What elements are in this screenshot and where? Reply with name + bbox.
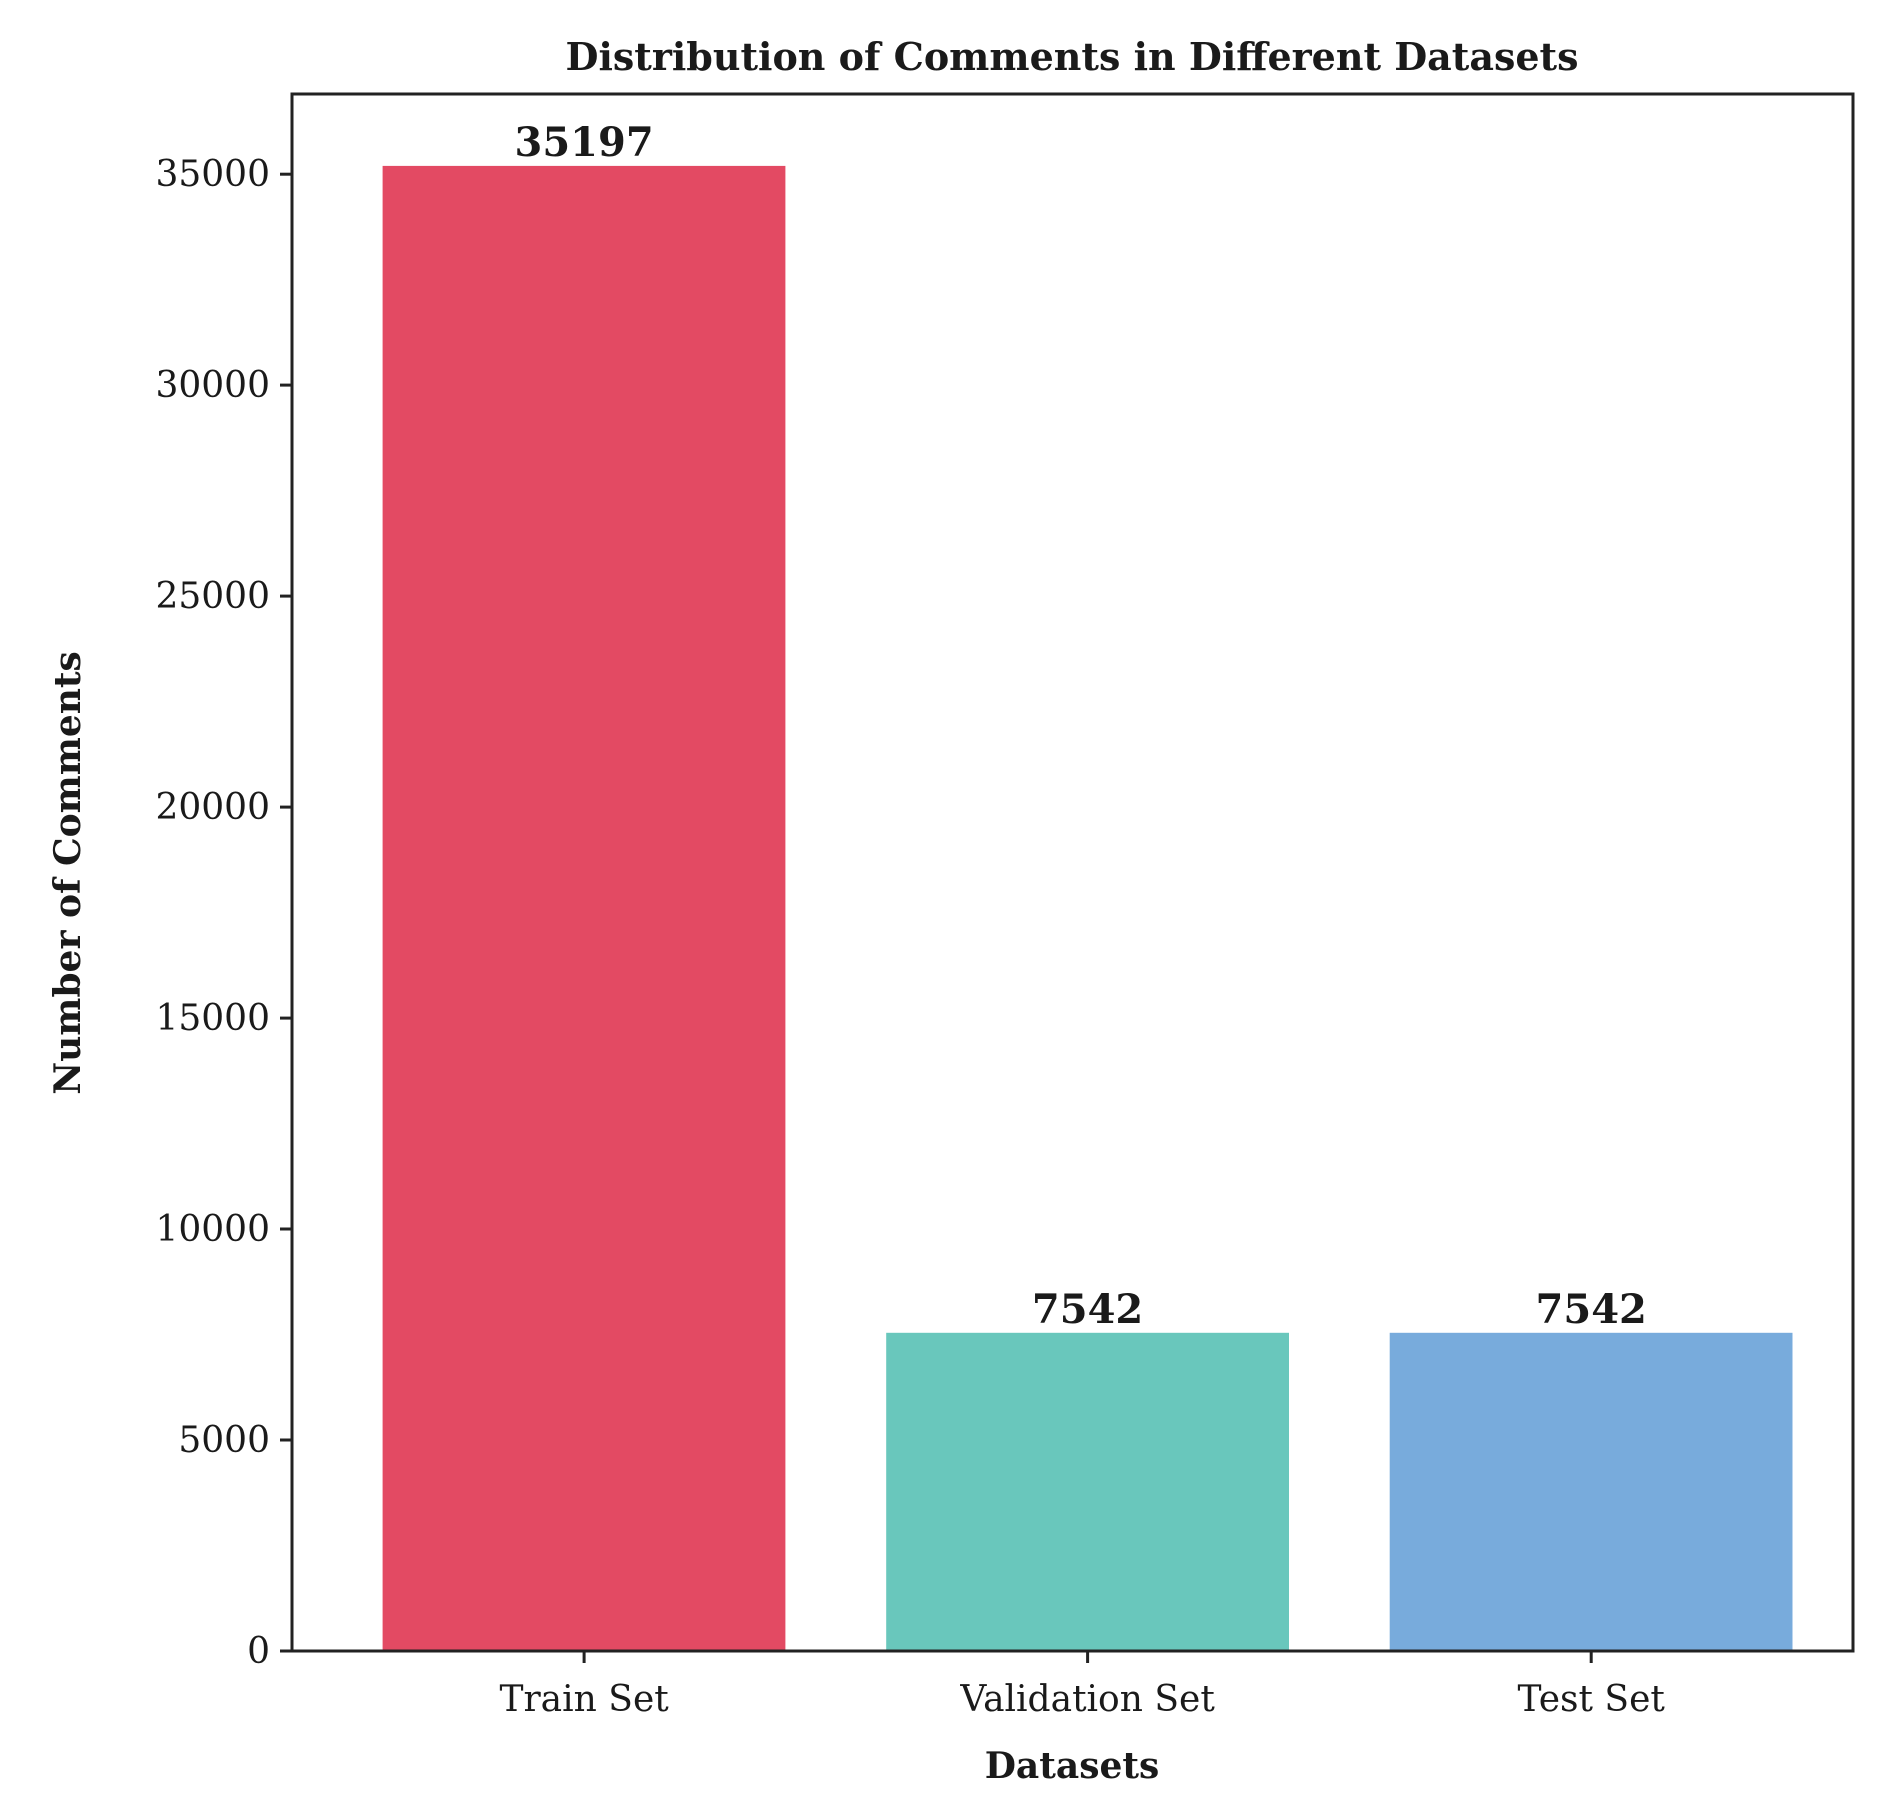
y-tick-label: 20000 — [155, 787, 270, 828]
y-tick-label: 35000 — [155, 154, 270, 195]
x-axis: Train Set Validation Set Test Set — [499, 1651, 1665, 1720]
value-label: 35197 — [515, 119, 654, 166]
bar-train-set — [382, 165, 786, 1651]
value-label: 7542 — [1032, 1286, 1143, 1333]
value-label: 7542 — [1536, 1286, 1647, 1333]
plot-area: 35197 7542 7542 — [382, 119, 1793, 1651]
axis-frame — [290, 92, 1855, 1653]
x-tick-label: Test Set — [1518, 1679, 1666, 1720]
y-tick-label: 0 — [247, 1631, 270, 1672]
x-tick-label: Validation Set — [959, 1679, 1215, 1720]
bar-test-set — [1389, 1332, 1793, 1651]
x-tick-label: Train Set — [499, 1679, 669, 1720]
y-tick-label: 25000 — [155, 576, 270, 617]
bar-validation-set — [886, 1332, 1289, 1651]
y-axis-label: Number of Comments — [47, 651, 89, 1095]
y-axis: 0 5000 10000 15000 20000 25000 30000 35000 — [155, 154, 292, 1672]
y-tick-label: 5000 — [178, 1420, 270, 1461]
y-tick-label: 15000 — [155, 998, 270, 1039]
x-axis-label: Datasets — [985, 1745, 1160, 1787]
chart-title: Distribution of Comments in Different Da… — [565, 34, 1578, 79]
y-tick-label: 30000 — [155, 365, 270, 406]
y-tick-label: 10000 — [155, 1209, 270, 1250]
